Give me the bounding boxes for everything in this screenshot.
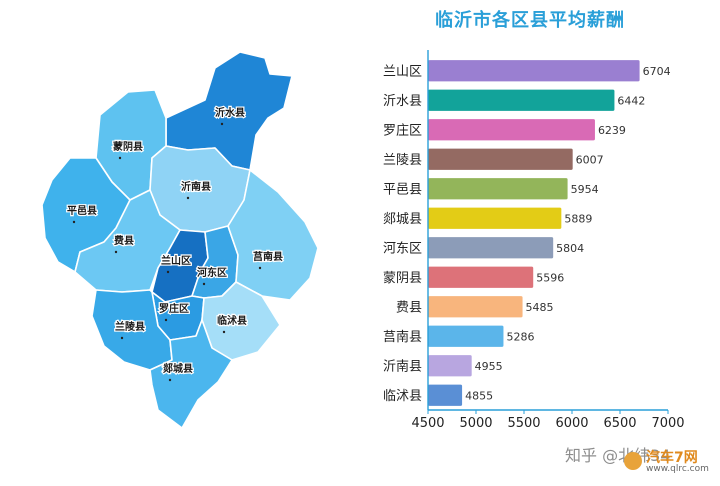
watermark-text: 知乎 @北纬34 [565,446,671,465]
map-region-label: 兰山区 [161,254,191,267]
value-label: 6007 [576,153,604,166]
value-label: 5889 [564,212,592,225]
map-region-label-halo: 兰山区 [161,254,191,267]
value-label: 5596 [536,271,564,284]
bar [428,266,534,288]
map-region-label-halo: 沂南县 [181,180,211,193]
map-region-marker [166,270,170,274]
site-logo-icon [624,452,642,470]
x-tick-label: 6500 [603,416,636,431]
category-label: 郯城县 [383,212,422,227]
value-label: 4955 [475,360,503,373]
map-region-label: 郯城县 [162,362,193,375]
value-label: 6239 [598,124,626,137]
x-tick-label: 5500 [507,416,540,431]
category-label: 沂南县 [383,358,422,374]
bar [428,89,615,111]
category-label: 沂水县 [383,94,422,109]
map-region-marker [258,266,262,270]
map-region-marker [222,330,226,334]
x-tick-label: 6000 [555,416,588,431]
bar [428,296,523,318]
value-label: 5485 [526,301,554,314]
map-region-marker [186,196,190,200]
bar-chart-panel: 临沂市各区县平均薪酬 兰山区 6704 沂水县 6442 罗庄区 6239 兰陵县 6007 平… [340,0,720,482]
value-label: 4855 [465,389,493,402]
map-region-marker [164,318,168,322]
map-region-label: 沂水县 [215,106,245,119]
map-region-label: 沂南县 [181,180,211,193]
map-region-label-halo: 罗庄区 [159,302,189,315]
site-name: 汽车7网 [646,450,698,466]
bar [428,148,573,170]
bar [428,384,463,406]
map-region-label: 临沭县 [217,314,247,327]
category-label: 兰山区 [383,64,422,79]
x-tick-label: 4500 [411,416,444,431]
map-region-marker [202,282,206,286]
category-label: 莒南县 [383,329,422,345]
bar [428,355,472,377]
map-region-label-halo: 兰陵县 [115,320,145,333]
map-region-label: 莒南县 [253,250,283,263]
bar [428,207,562,229]
map-region-label: 河东区 [197,266,227,279]
map-svg: 沂水县沂水县蒙阴县蒙阴县沂南县沂南县平邑县平邑县费县费县兰山区兰山区河东区河东区… [41,51,319,429]
category-label: 临沭县 [383,389,422,404]
county-map: 沂水县 沂水县 蒙阴县 蒙阴县 沂南县 沂南县 平邑县 平邑县 费县 费县 兰山区 兰山区 河东区 河东区… [0,0,340,482]
map-region-label-halo: 河东区 [197,266,227,279]
site-badge: 汽车7网 www.qlrc.com [624,447,714,477]
value-label: 5804 [556,242,584,255]
map-region-7 [227,169,319,301]
site-url: www.qlrc.com [646,464,709,474]
value-label: 6442 [617,94,645,107]
map-region-label-halo: 临沭县 [217,314,247,327]
map-region-marker [114,250,118,254]
category-label: 河东区 [383,241,422,256]
map-region-label: 兰陵县 [115,320,145,333]
map-region-marker [220,122,224,126]
value-label: 6704 [643,65,671,78]
x-tick-label: 7000 [651,416,684,431]
map-region-marker [118,156,122,160]
category-label: 蒙阴县 [383,271,422,286]
chart-title: 临沂市各区县平均薪酬 [435,10,625,31]
x-tick-label: 5000 [459,416,492,431]
bar-chart-svg: 兰山区 6704 沂水县 6442 罗庄区 6239 兰陵县 6007 平邑县 5954 郯城县 58… [383,50,685,431]
value-label: 5286 [506,330,534,343]
category-label: 罗庄区 [383,122,422,138]
bar [428,237,554,259]
map-region-label: 费县 [114,234,134,247]
value-label: 5954 [571,183,599,196]
map-region-label: 罗庄区 [159,302,189,315]
map-region-label-halo: 费县 [114,234,134,247]
map-region-label-halo: 沂水县 [215,106,245,119]
map-region-label-halo: 莒南县 [253,250,283,263]
map-region-label-halo: 蒙阴县 [113,140,143,153]
map-region-marker [168,378,172,382]
map-region-marker [120,336,124,340]
map-region-11 [149,319,233,429]
bar [428,325,504,347]
map-region-label-halo: 郯城县 [162,362,193,375]
category-label: 兰陵县 [383,153,422,168]
map-region-label: 蒙阴县 [113,140,143,153]
category-label: 费县 [396,300,422,315]
map-region-marker [72,220,76,224]
bar [428,119,595,141]
bar [428,178,568,200]
bar [428,60,640,82]
map-region-label-halo: 平邑县 [67,205,97,217]
map-region-label: 平邑县 [67,205,97,217]
category-label: 平邑县 [383,182,422,197]
